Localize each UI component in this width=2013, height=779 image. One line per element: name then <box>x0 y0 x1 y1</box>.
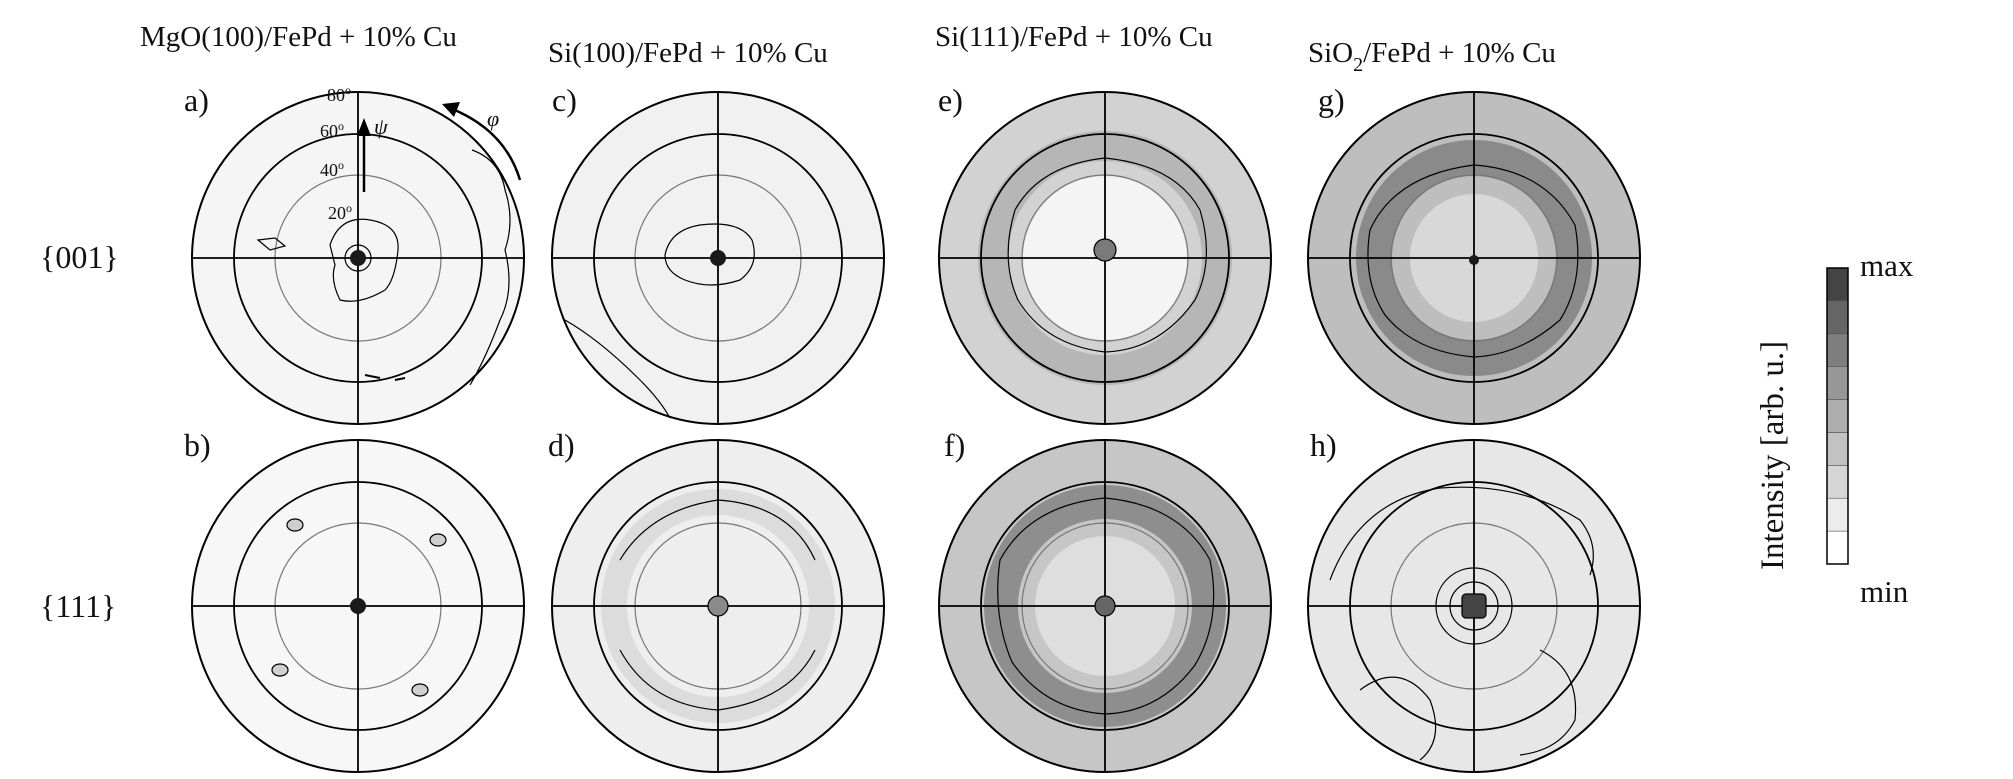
column-title-si111: Si(111)/FePd + 10% Cu <box>935 21 1213 53</box>
pole-maximum <box>1094 595 1116 617</box>
colorbar: max min Intensity [arb. u.] <box>1755 248 1914 609</box>
colorbar-cell <box>1826 300 1849 335</box>
contour-line <box>564 319 671 419</box>
colorbar-cell <box>1826 366 1849 400</box>
phi-arrow-head <box>442 102 460 117</box>
title-sio2-pre: SiO <box>1308 37 1353 69</box>
psi-tick-80: 80o <box>327 83 351 105</box>
psi-arrow-head <box>357 118 371 136</box>
contour-line <box>664 223 755 286</box>
panel-c: c) <box>551 82 885 425</box>
psi-tick-60: 60o <box>320 119 344 141</box>
panel-g: g) <box>1307 82 1641 425</box>
colorbar-cell <box>1826 530 1849 565</box>
pole-spot <box>429 533 447 547</box>
colorbar-cell <box>1826 432 1849 466</box>
psi-tick-40: 40o <box>320 158 344 180</box>
panel-letter-g: g) <box>1318 82 1345 118</box>
panel-letter-c: c) <box>552 82 577 118</box>
panel-f: f) <box>938 427 1272 773</box>
panel-e: e) <box>938 82 1272 425</box>
pole-maximum <box>1461 593 1487 619</box>
colorbar-cell <box>1826 399 1849 433</box>
column-title-si100: Si(100)/FePd + 10% Cu <box>548 37 828 69</box>
panel-h: h) <box>1307 427 1641 773</box>
title-sio2-sub: 2 <box>1353 54 1363 76</box>
pole-maximum <box>707 595 729 617</box>
pole-spot <box>286 518 304 532</box>
phi-arrow-arc <box>449 106 522 181</box>
contour-ring <box>1449 581 1499 631</box>
colorbar-cell <box>1826 333 1849 367</box>
panel-d: d) <box>548 427 885 773</box>
column-title-mgo: MgO(100)/FePd + 10% Cu <box>140 21 457 53</box>
colorbar-cell <box>1826 267 1849 302</box>
colorbar-cell <box>1826 497 1849 532</box>
panel-a: a) ψ 20o 40o 60o 80o φ <box>184 82 525 425</box>
pole-maximum <box>350 598 366 614</box>
colorbar-min-label: min <box>1860 574 1909 609</box>
contour-ring <box>1435 567 1513 645</box>
colorbar-max-label: max <box>1860 248 1914 283</box>
row-label-001: {001} <box>40 239 119 275</box>
colorbar-label: Intensity [arb. u.] <box>1755 341 1791 570</box>
contour-line <box>1329 486 1594 581</box>
colorbar-cell <box>1826 465 1849 499</box>
panel-letter-b: b) <box>184 427 211 463</box>
contour-line <box>1367 164 1579 358</box>
contour-line <box>469 149 511 386</box>
panel-b: b) <box>184 427 525 773</box>
contour-line <box>1007 157 1207 353</box>
panel-letter-e: e) <box>938 82 963 118</box>
contour-ring <box>344 244 372 272</box>
pole-maximum <box>1469 255 1479 265</box>
pole-spot <box>271 663 289 677</box>
panel-letter-a: a) <box>184 82 209 118</box>
panel-letter-h: h) <box>1310 427 1337 463</box>
contour-line <box>619 499 816 711</box>
contour-line <box>997 497 1215 715</box>
pole-maximum <box>1093 238 1117 262</box>
contour-line <box>329 218 399 302</box>
panel-letter-d: d) <box>548 427 575 463</box>
panel-letter-f: f) <box>944 427 965 463</box>
column-title-sio2: SiO2/FePd + 10% Cu <box>1308 37 1556 76</box>
pole-maximum <box>710 250 726 266</box>
contour-line <box>1359 649 1577 761</box>
pole-maximum <box>350 250 366 266</box>
contour-line <box>256 237 287 251</box>
psi-symbol: ψ <box>374 114 388 139</box>
row-label-111: {111} <box>40 588 116 624</box>
phi-symbol: φ <box>487 106 499 131</box>
pole-spot <box>411 683 429 697</box>
title-sio2-post: /FePd + 10% Cu <box>1363 37 1556 69</box>
psi-tick-20: 20o <box>328 201 352 223</box>
colorbar-cells <box>1826 267 1849 565</box>
contour-line <box>364 374 406 381</box>
colorbar-frame <box>1826 267 1849 565</box>
